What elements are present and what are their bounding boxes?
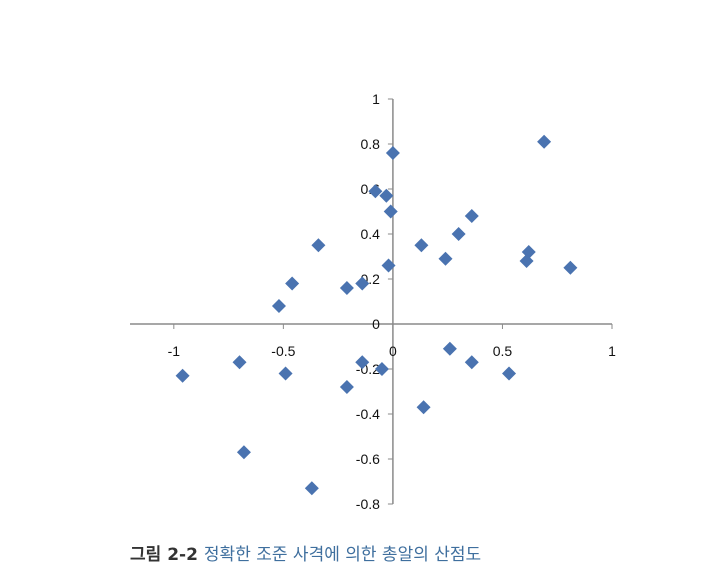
data-point bbox=[271, 299, 286, 313]
y-tick-label: 1 bbox=[372, 91, 380, 107]
x-tick-label: 1 bbox=[608, 343, 616, 359]
data-point bbox=[175, 368, 190, 383]
data-point bbox=[563, 260, 578, 275]
data-point bbox=[355, 276, 370, 291]
data-point bbox=[537, 134, 552, 149]
data-point bbox=[278, 366, 293, 381]
x-tick-label: 0.5 bbox=[493, 343, 513, 359]
y-tick-label: 0.4 bbox=[360, 226, 380, 242]
caption-text: 정확한 조준 사격에 의한 총알의 산점도 bbox=[203, 545, 482, 565]
data-point bbox=[339, 281, 354, 295]
data-point bbox=[285, 276, 300, 291]
x-tick-label: -1 bbox=[168, 343, 181, 359]
axes bbox=[130, 98, 613, 505]
data-point bbox=[232, 355, 247, 370]
data-point bbox=[379, 188, 394, 203]
data-point bbox=[416, 400, 431, 415]
x-tick-label: 0 bbox=[389, 343, 397, 359]
y-tick-label: -0.4 bbox=[356, 406, 380, 422]
data-point bbox=[502, 366, 517, 381]
data-point bbox=[236, 445, 251, 460]
data-point bbox=[464, 209, 479, 223]
y-tick-label: 0 bbox=[372, 316, 380, 332]
data-point bbox=[381, 258, 396, 273]
data-point bbox=[519, 254, 534, 268]
data-point bbox=[414, 238, 429, 253]
figure-caption: 그림 2-2 정확한 조준 사격에 의한 총알의 산점도 bbox=[130, 540, 481, 565]
y-tick-label: -0.8 bbox=[356, 496, 380, 512]
data-points bbox=[175, 134, 578, 496]
x-tick-label: -0.5 bbox=[271, 343, 295, 359]
data-point bbox=[385, 146, 400, 160]
data-point bbox=[355, 355, 370, 370]
y-tick-label: 0.8 bbox=[360, 136, 380, 152]
data-point bbox=[464, 355, 479, 370]
data-point bbox=[339, 380, 354, 394]
data-point bbox=[304, 481, 319, 496]
data-point bbox=[383, 204, 398, 219]
data-point bbox=[438, 251, 453, 266]
data-point bbox=[442, 341, 457, 356]
caption-label: 그림 2-2 bbox=[130, 545, 198, 565]
data-point bbox=[368, 184, 383, 199]
data-point bbox=[451, 227, 466, 241]
data-point bbox=[374, 362, 389, 376]
data-point bbox=[311, 238, 326, 253]
y-tick-label: -0.6 bbox=[356, 451, 380, 467]
